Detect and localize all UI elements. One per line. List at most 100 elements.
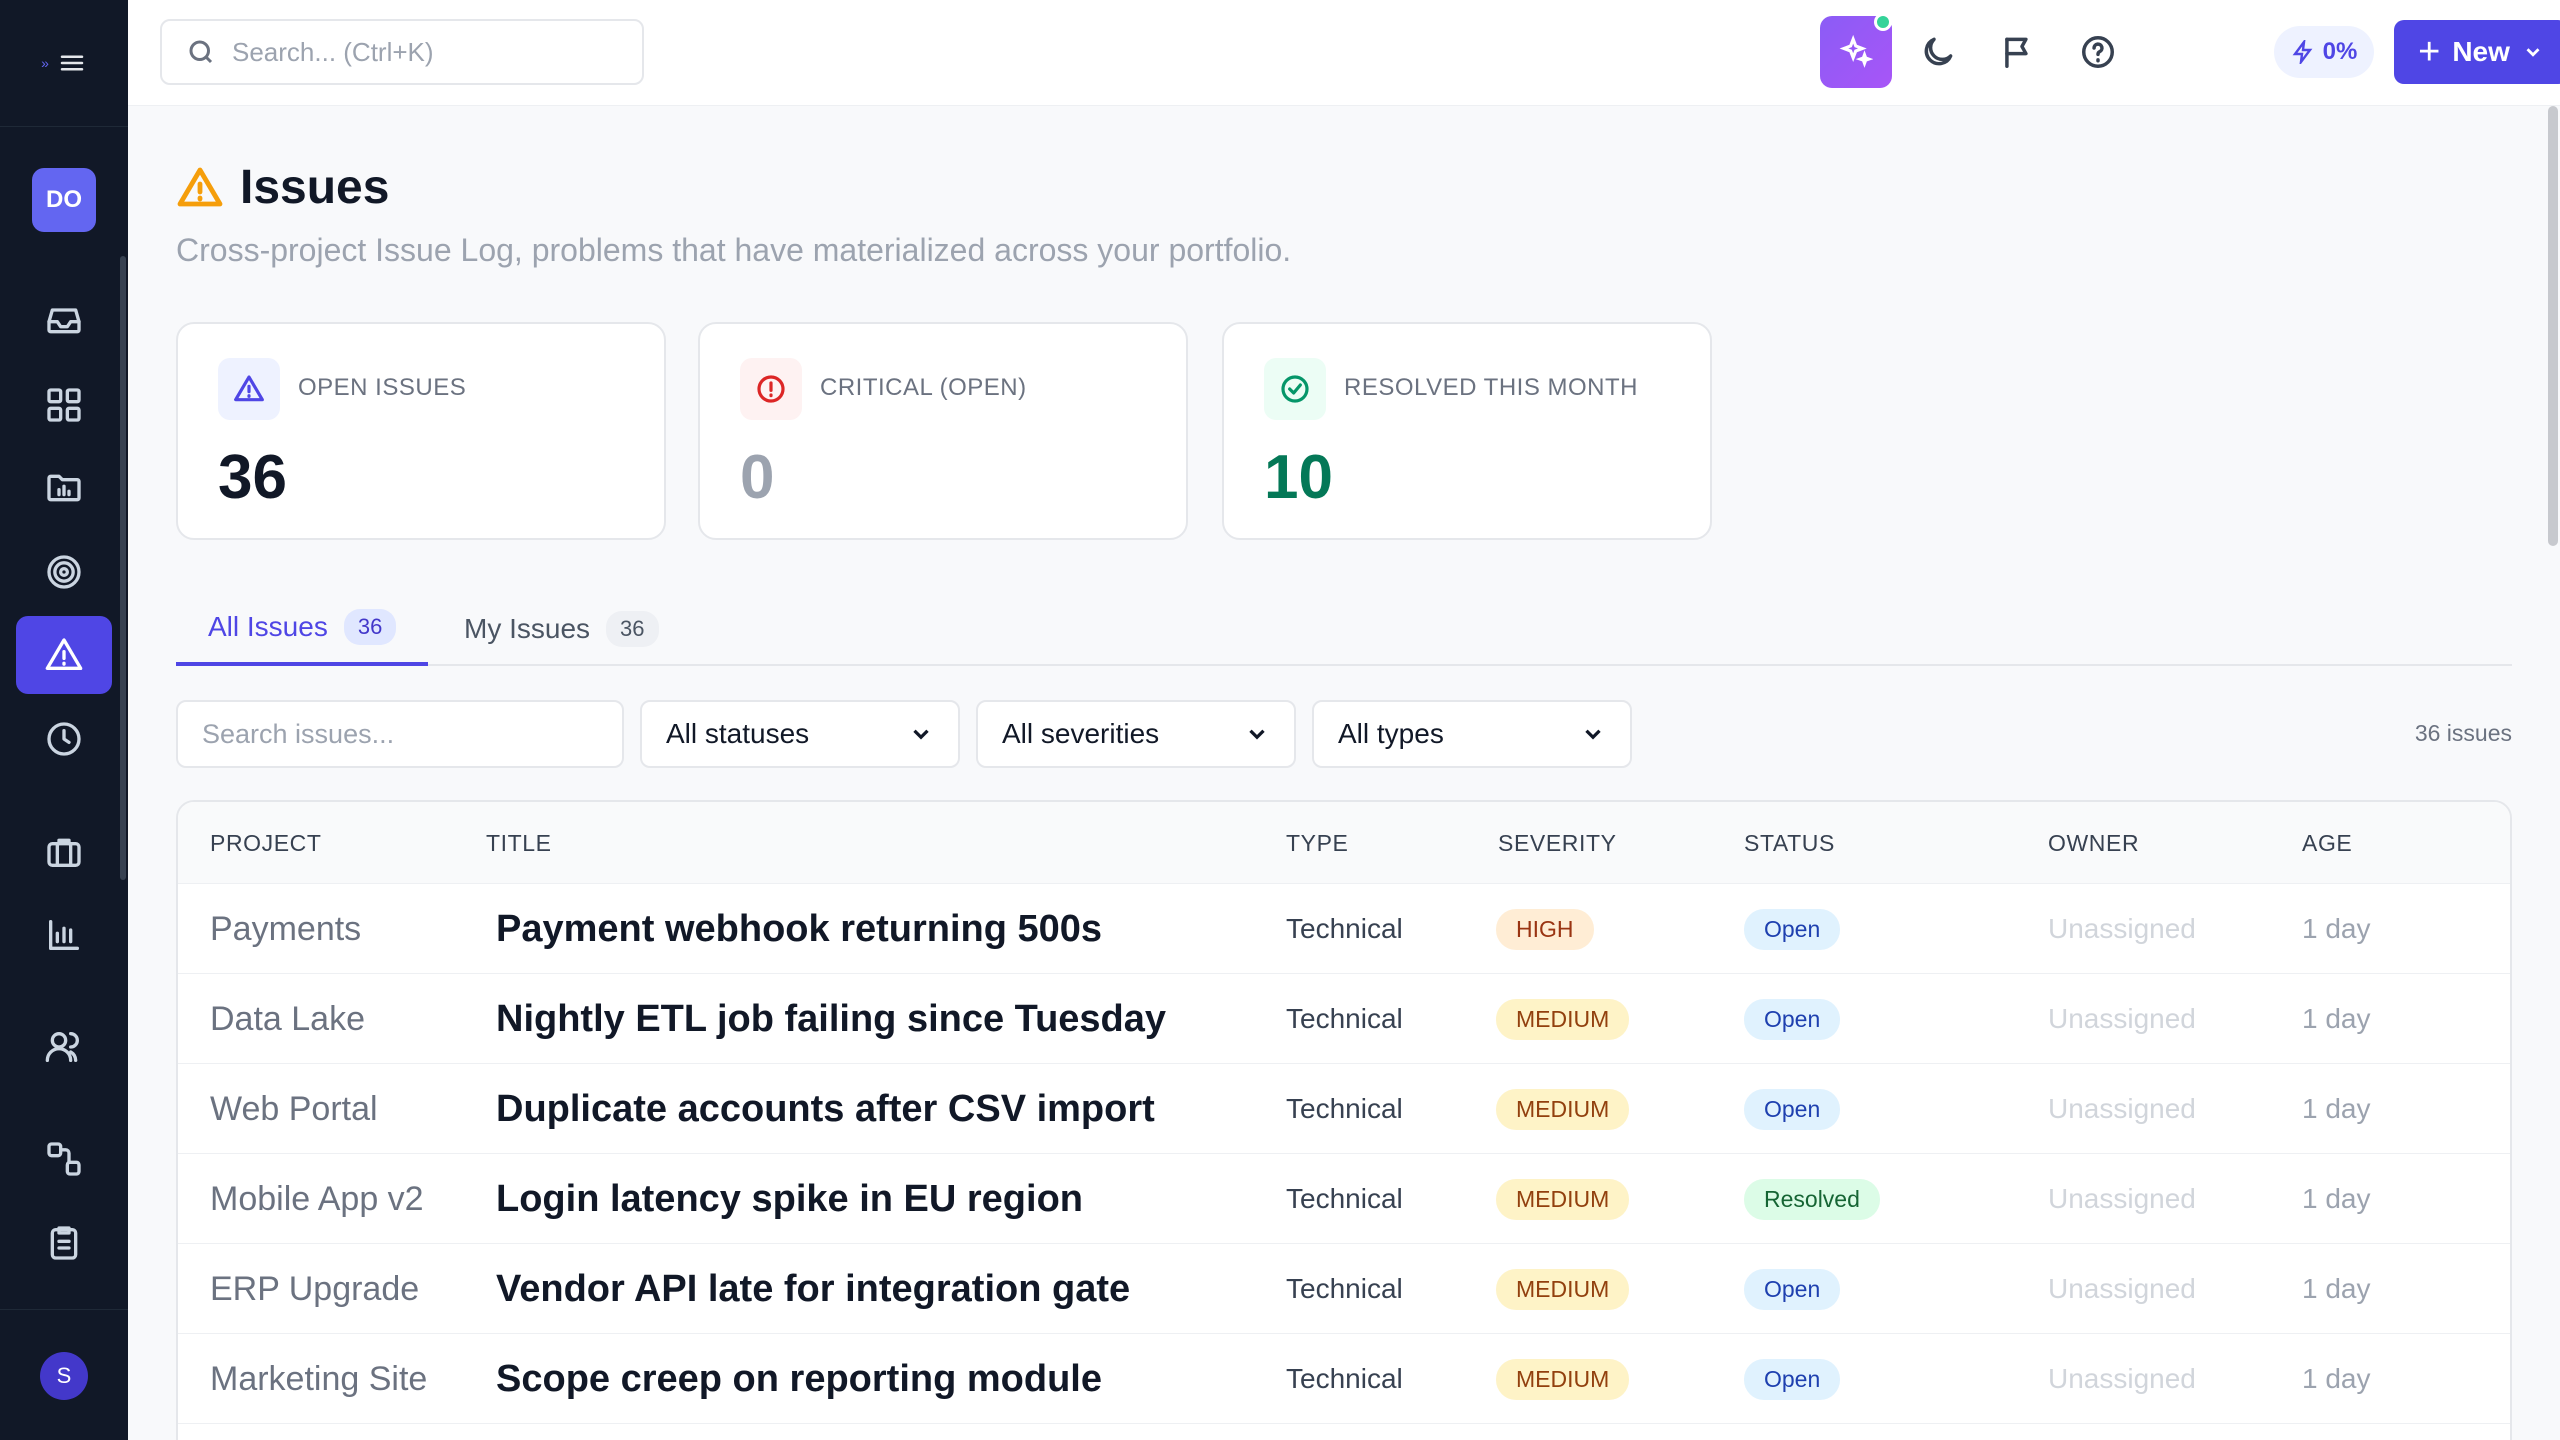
stat-card-resolved-this-month: RESOLVED THIS MONTH 10 (1222, 322, 1712, 540)
type-cell: Technical (1286, 1363, 1403, 1394)
sidebar-item-goals[interactable] (16, 533, 112, 611)
owner-cell: Unassigned (2048, 1093, 2196, 1124)
column-header-age[interactable]: AGE (2302, 830, 2353, 856)
column-header-severity[interactable]: SEVERITY (1498, 830, 1617, 856)
table-row[interactable]: Data Lake Nightly ETL job failing since … (178, 974, 2510, 1064)
title-cell[interactable]: Duplicate accounts after CSV import (496, 1087, 1155, 1130)
severity-cell: HIGH (1496, 884, 1594, 974)
check-circle-icon (1281, 375, 1309, 403)
sidebar-item-issues[interactable] (16, 616, 112, 694)
severity-badge: MEDIUM (1496, 1268, 1630, 1310)
plus-icon: + (2418, 31, 2441, 73)
layout-grid-icon (47, 388, 81, 422)
title-cell[interactable]: Scope creep on reporting module (496, 1357, 1102, 1400)
sparkles-icon (1839, 35, 1873, 68)
page-header: Issues (176, 160, 389, 215)
global-search-input[interactable] (232, 36, 612, 68)
sidebar-item-workflows[interactable] (16, 1120, 112, 1198)
status-cell: Open (1744, 1244, 1841, 1334)
project-cell: Payments (210, 909, 362, 948)
column-header-type[interactable]: TYPE (1286, 830, 1349, 856)
title-cell[interactable]: Payment webhook returning 500s (496, 907, 1103, 950)
warning-icon (45, 638, 83, 670)
table-row[interactable]: Mobile App v2 Login latency spike in EU … (178, 1154, 2510, 1244)
table-row[interactable]: Marketing Site Scope creep on reporting … (178, 1334, 2510, 1424)
severity-cell: MEDIUM (1496, 1244, 1630, 1334)
severity-cell: MEDIUM (1496, 1154, 1630, 1244)
page-subtitle: Cross-project Issue Log, problems that h… (176, 232, 1292, 268)
age-cell: 1 day (2302, 1363, 2371, 1394)
status-filter-select[interactable]: All statuses (640, 700, 960, 768)
flag-button[interactable] (1988, 22, 2048, 82)
page-title: Issues (240, 161, 390, 214)
user-avatar[interactable]: S (40, 1352, 88, 1400)
age-cell: 1 day (2302, 1183, 2371, 1214)
type-cell: Technical (1286, 913, 1403, 944)
page-scrollbar[interactable] (2548, 106, 2558, 546)
severity-cell: MEDIUM (1496, 974, 1630, 1064)
status-badge: Open (1744, 1268, 1841, 1310)
project-cell: ERP Upgrade (210, 1269, 420, 1308)
column-header-owner[interactable]: OWNER (2048, 830, 2140, 856)
column-header-title[interactable]: TITLE (486, 830, 552, 856)
users-icon (45, 1032, 79, 1062)
title-cell[interactable]: Vendor API late for integration gate (496, 1267, 1131, 1310)
severity-badge: MEDIUM (1496, 1178, 1630, 1220)
status-cell: Open (1744, 974, 1841, 1064)
table-row[interactable]: Payments Payment webhook returning 500s … (178, 884, 2510, 974)
type-filter-value: All types (1338, 718, 1444, 749)
table-row[interactable]: Web Portal Duplicate accounts after CSV … (178, 1064, 2510, 1154)
status-badge: Open (1744, 908, 1841, 950)
warning-icon (177, 167, 223, 206)
sidebar-item-history[interactable] (16, 700, 112, 778)
owner-cell: Unassigned (2048, 1273, 2196, 1304)
stat-value: 0 (740, 443, 775, 512)
title-cell[interactable]: Nightly ETL job failing since Tuesday (496, 997, 1167, 1040)
sidebar-item-projects[interactable] (16, 449, 112, 527)
column-header-status[interactable]: STATUS (1744, 830, 1835, 856)
status-badge: Resolved (1744, 1178, 1880, 1220)
stat-label: RESOLVED THIS MONTH (1344, 374, 1638, 401)
column-header-project[interactable]: PROJECT (210, 830, 322, 856)
help-circle-icon (2082, 36, 2114, 68)
severity-filter-select[interactable]: All severities (976, 700, 1296, 768)
new-button[interactable]: + New (2394, 20, 2560, 84)
tab-label: My Issues (464, 613, 591, 644)
sidebar-item-inbox[interactable] (16, 281, 112, 359)
ai-assistant-button[interactable] (1820, 13, 1892, 88)
ai-status-dot (1874, 13, 1892, 31)
severity-badge: HIGH (1496, 908, 1594, 950)
project-cell: Mobile App v2 (210, 1179, 424, 1218)
chevron-down-icon (2526, 48, 2540, 57)
sidebar-item-people[interactable] (16, 1008, 112, 1086)
theme-toggle-button[interactable] (1908, 22, 1968, 82)
type-filter-select[interactable]: All types (1312, 700, 1632, 768)
workflow-icon (47, 1142, 81, 1176)
age-cell: 1 day (2302, 1273, 2371, 1304)
issue-search-input[interactable] (176, 700, 624, 768)
tab-all-issues[interactable]: All Issues 36 (176, 592, 429, 666)
sidebar-toggle[interactable]: » (0, 0, 128, 127)
topbar: 0% + New 24 (128, 0, 2560, 106)
severity-filter-value: All severities (1002, 718, 1160, 749)
clock-icon (47, 722, 81, 756)
workspace-avatar[interactable]: DO (32, 168, 96, 232)
global-search[interactable] (160, 19, 644, 85)
sidebar-item-reports[interactable] (16, 896, 112, 974)
sidebar-item-dashboard[interactable] (16, 366, 112, 444)
usage-indicator[interactable]: 0% (2274, 26, 2374, 78)
tab-my-issues[interactable]: My Issues 36 (464, 592, 659, 666)
status-filter-value: All statuses (666, 718, 810, 749)
table-row[interactable]: ERP Upgrade Vendor API late for integrat… (178, 1244, 2510, 1334)
help-button[interactable] (2068, 22, 2128, 82)
type-cell: Technical (1286, 1093, 1403, 1124)
type-cell: Technical (1286, 1003, 1403, 1034)
sidebar-scrollbar[interactable] (120, 256, 126, 880)
moon-icon (1924, 37, 1953, 66)
sidebar-item-portfolio[interactable] (16, 813, 112, 891)
title-cell[interactable]: Login latency spike in EU region (496, 1177, 1083, 1220)
severity-badge: MEDIUM (1496, 1088, 1630, 1130)
sidebar-item-checklists[interactable] (16, 1204, 112, 1282)
stat-value: 36 (218, 443, 287, 512)
target-icon (47, 555, 81, 589)
